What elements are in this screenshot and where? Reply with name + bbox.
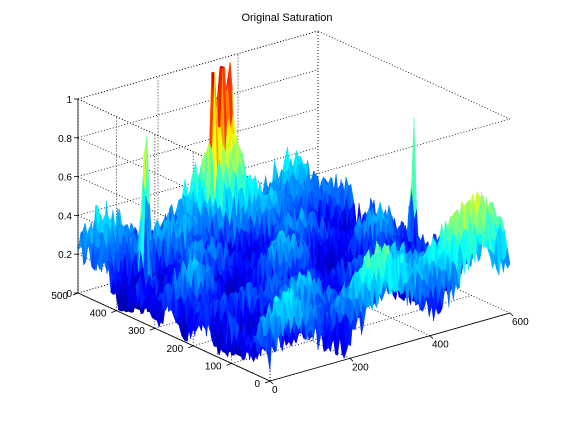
box-edge (269, 118, 511, 188)
surface-layer (77, 61, 511, 371)
grid-line-z-back (77, 30, 319, 100)
grid-line-z (77, 98, 271, 188)
box-edge (317, 30, 511, 120)
grid-line-z-back (77, 108, 319, 177)
grid-line-z-back (77, 147, 319, 216)
grid-line-z-back (77, 69, 319, 139)
chart-title: Original Saturation (241, 12, 332, 24)
grid-line-z (77, 137, 271, 227)
